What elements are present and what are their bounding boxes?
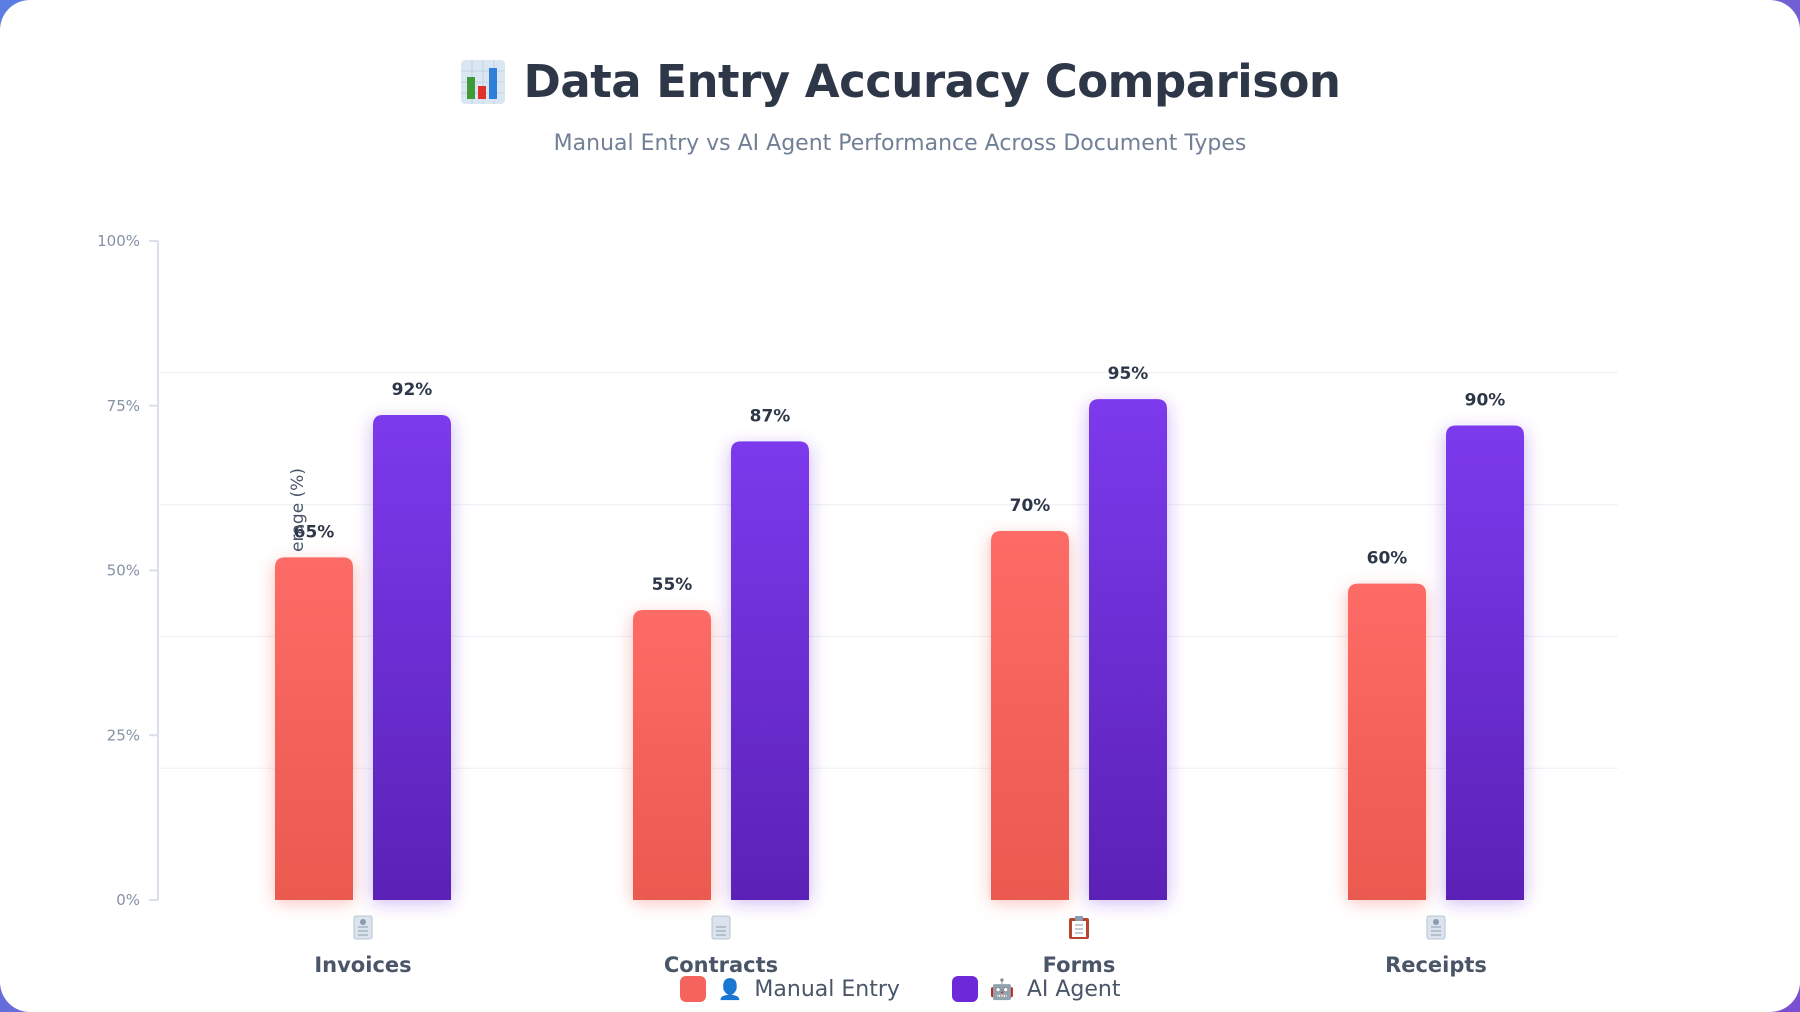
- bar-manual-entry-receipts: [1348, 583, 1426, 900]
- receipt-icon: [1426, 915, 1446, 940]
- title-row: Data Entry Accuracy Comparison: [460, 55, 1341, 108]
- x-category-label: Contracts: [664, 953, 778, 977]
- x-category-label: Forms: [1043, 953, 1116, 977]
- bar-value-label: 55%: [652, 575, 693, 595]
- legend-item-ai-agent[interactable]: 🤖 AI Agent: [951, 976, 1121, 1002]
- legend-label-ai: AI Agent: [1026, 976, 1121, 1002]
- y-axis: 0% 25% 50% 75% 100%: [97, 232, 159, 909]
- bar-value-label: 65%: [294, 522, 335, 542]
- legend-label-manual: Manual Entry: [754, 976, 900, 1002]
- bar-manual-entry-forms: [991, 530, 1069, 900]
- bar-ai-agent-invoices: [373, 414, 451, 900]
- document-icon: [353, 915, 373, 940]
- chart-header: Data Entry Accuracy Comparison Manual En…: [0, 55, 1800, 156]
- bar-ai-agent-forms: [1089, 399, 1167, 900]
- legend-swatch-ai: [951, 976, 978, 1002]
- bar-value-label: 87%: [750, 406, 791, 426]
- x-axis-categories: Invoices Contracts Forms Receipts: [314, 915, 1487, 977]
- bar-chart-icon: [460, 59, 505, 104]
- chart-subtitle: Manual Entry vs AI Agent Performance Acr…: [553, 130, 1247, 156]
- person-icon: 👤: [717, 977, 743, 1001]
- bar-value-label: 60%: [1367, 549, 1408, 569]
- robot-icon: 🤖: [989, 977, 1015, 1001]
- chart-title: Data Entry Accuracy Comparison: [523, 55, 1341, 108]
- legend-swatch-manual: [679, 976, 706, 1002]
- x-category-label: Invoices: [314, 953, 411, 977]
- bar-value-label: 95%: [1108, 364, 1149, 384]
- y-tick-label: 75%: [107, 397, 140, 415]
- bar-value-label: 90%: [1465, 391, 1506, 411]
- x-category-label: Receipts: [1385, 953, 1487, 977]
- bar-manual-entry-contracts: [633, 610, 711, 900]
- chart-legend: 👤 Manual Entry 🤖 AI Agent: [0, 976, 1800, 1002]
- y-tick-label: 0%: [116, 891, 140, 909]
- legend-item-manual-entry[interactable]: 👤 Manual Entry: [679, 976, 900, 1002]
- bar-ai-agent-contracts: [731, 441, 809, 900]
- bar-ai-agent-receipts: [1446, 425, 1524, 900]
- value-labels: 65% 92% 55% 87% 70% 95% 60% 90% erage (%): [288, 364, 1505, 595]
- clipboard-icon: [1069, 916, 1089, 939]
- y-axis-title: erage (%): [288, 468, 308, 552]
- page-icon: [711, 915, 731, 940]
- bar-manual-entry-invoices: [275, 557, 353, 900]
- bars: [273, 399, 1526, 904]
- bar-value-label: 92%: [392, 380, 433, 400]
- bar-value-label: 70%: [1010, 496, 1051, 516]
- y-tick-label: 50%: [107, 562, 140, 580]
- y-tick-label: 25%: [107, 726, 140, 744]
- y-tick-label: 100%: [97, 232, 140, 250]
